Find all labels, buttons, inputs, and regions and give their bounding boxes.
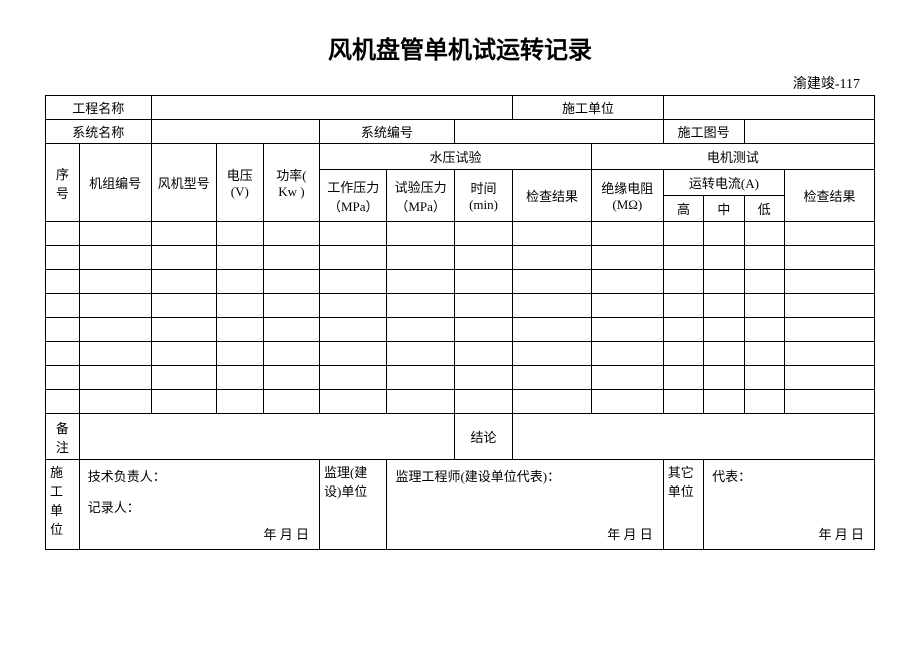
col-work-pressure: 工作压力（MPa） bbox=[320, 170, 387, 222]
date-3: 年 月 日 bbox=[818, 524, 864, 543]
remark-label: 备注 bbox=[46, 414, 80, 460]
col-seq: 序号 bbox=[46, 144, 80, 222]
system-number-value bbox=[454, 120, 663, 144]
col-voltage: 电压(V) bbox=[216, 144, 263, 222]
col-unit-no: 机组编号 bbox=[79, 144, 151, 222]
col-insulation: 绝缘电阻(MΩ) bbox=[591, 170, 663, 222]
date-1: 年 月 日 bbox=[264, 524, 310, 543]
col-time: 时间(min) bbox=[454, 170, 512, 222]
construction-unit-value bbox=[663, 96, 874, 120]
table-row bbox=[46, 270, 875, 294]
construction-sign-cell: 技术负责人： 记录人： 年 月 日 bbox=[79, 460, 319, 550]
recorder-label: 记录人： bbox=[88, 497, 311, 516]
col-low: 低 bbox=[744, 196, 784, 222]
conclusion-label: 结论 bbox=[454, 414, 512, 460]
supervision-unit-vlabel: 监理(建设)单位 bbox=[320, 460, 387, 550]
col-check-result-1: 检查结果 bbox=[513, 170, 592, 222]
header-row-1: 工程名称 施工单位 bbox=[46, 96, 875, 120]
table-row bbox=[46, 390, 875, 414]
table-row bbox=[46, 222, 875, 246]
document-code: 渝建竣-117 bbox=[45, 73, 875, 93]
other-unit-vlabel: 其它单位 bbox=[663, 460, 703, 550]
col-check-result-2: 检查结果 bbox=[785, 170, 875, 222]
conclusion-value bbox=[513, 414, 875, 460]
col-fan-model: 风机型号 bbox=[151, 144, 216, 222]
table-row bbox=[46, 366, 875, 390]
project-name-value bbox=[151, 96, 513, 120]
system-name-value bbox=[151, 120, 319, 144]
col-mid: 中 bbox=[704, 196, 744, 222]
system-number-label: 系统编号 bbox=[320, 120, 455, 144]
other-sign-cell: 代表： 年 月 日 bbox=[704, 460, 875, 550]
col-power: 功率( Kw ) bbox=[263, 144, 319, 222]
drawing-number-label: 施工图号 bbox=[663, 120, 744, 144]
table-row bbox=[46, 342, 875, 366]
col-hydro-test: 水压试验 bbox=[320, 144, 592, 170]
col-motor-test: 电机测试 bbox=[591, 144, 874, 170]
construction-unit-vlabel: 施工单位 bbox=[46, 460, 80, 550]
supervision-engineer-label: 监理工程师(建设单位代表)： bbox=[395, 466, 654, 485]
system-name-label: 系统名称 bbox=[46, 120, 152, 144]
main-table: 工程名称 施工单位 系统名称 系统编号 施工图号 序号 机组编号 风机型号 电压… bbox=[45, 95, 875, 550]
table-row bbox=[46, 246, 875, 270]
col-high: 高 bbox=[663, 196, 703, 222]
project-name-label: 工程名称 bbox=[46, 96, 152, 120]
col-running-current: 运转电流(A) bbox=[663, 170, 784, 196]
drawing-number-value bbox=[744, 120, 874, 144]
tech-leader-label: 技术负责人： bbox=[88, 466, 311, 485]
date-2: 年 月 日 bbox=[607, 524, 653, 543]
document-title: 风机盘管单机试运转记录 bbox=[45, 30, 875, 65]
representative-label: 代表： bbox=[712, 466, 866, 485]
supervision-sign-cell: 监理工程师(建设单位代表)： 年 月 日 bbox=[387, 460, 663, 550]
header-row-2: 系统名称 系统编号 施工图号 bbox=[46, 120, 875, 144]
signature-row: 施工单位 技术负责人： 记录人： 年 月 日 监理(建设)单位 监理工程师(建设… bbox=[46, 460, 875, 550]
table-row bbox=[46, 294, 875, 318]
col-test-pressure: 试验压力（MPa） bbox=[387, 170, 454, 222]
remark-value bbox=[79, 414, 454, 460]
table-row bbox=[46, 318, 875, 342]
column-header-row-1: 序号 机组编号 风机型号 电压(V) 功率( Kw ) 水压试验 电机测试 bbox=[46, 144, 875, 170]
construction-unit-label: 施工单位 bbox=[513, 96, 664, 120]
remark-row: 备注 结论 bbox=[46, 414, 875, 460]
